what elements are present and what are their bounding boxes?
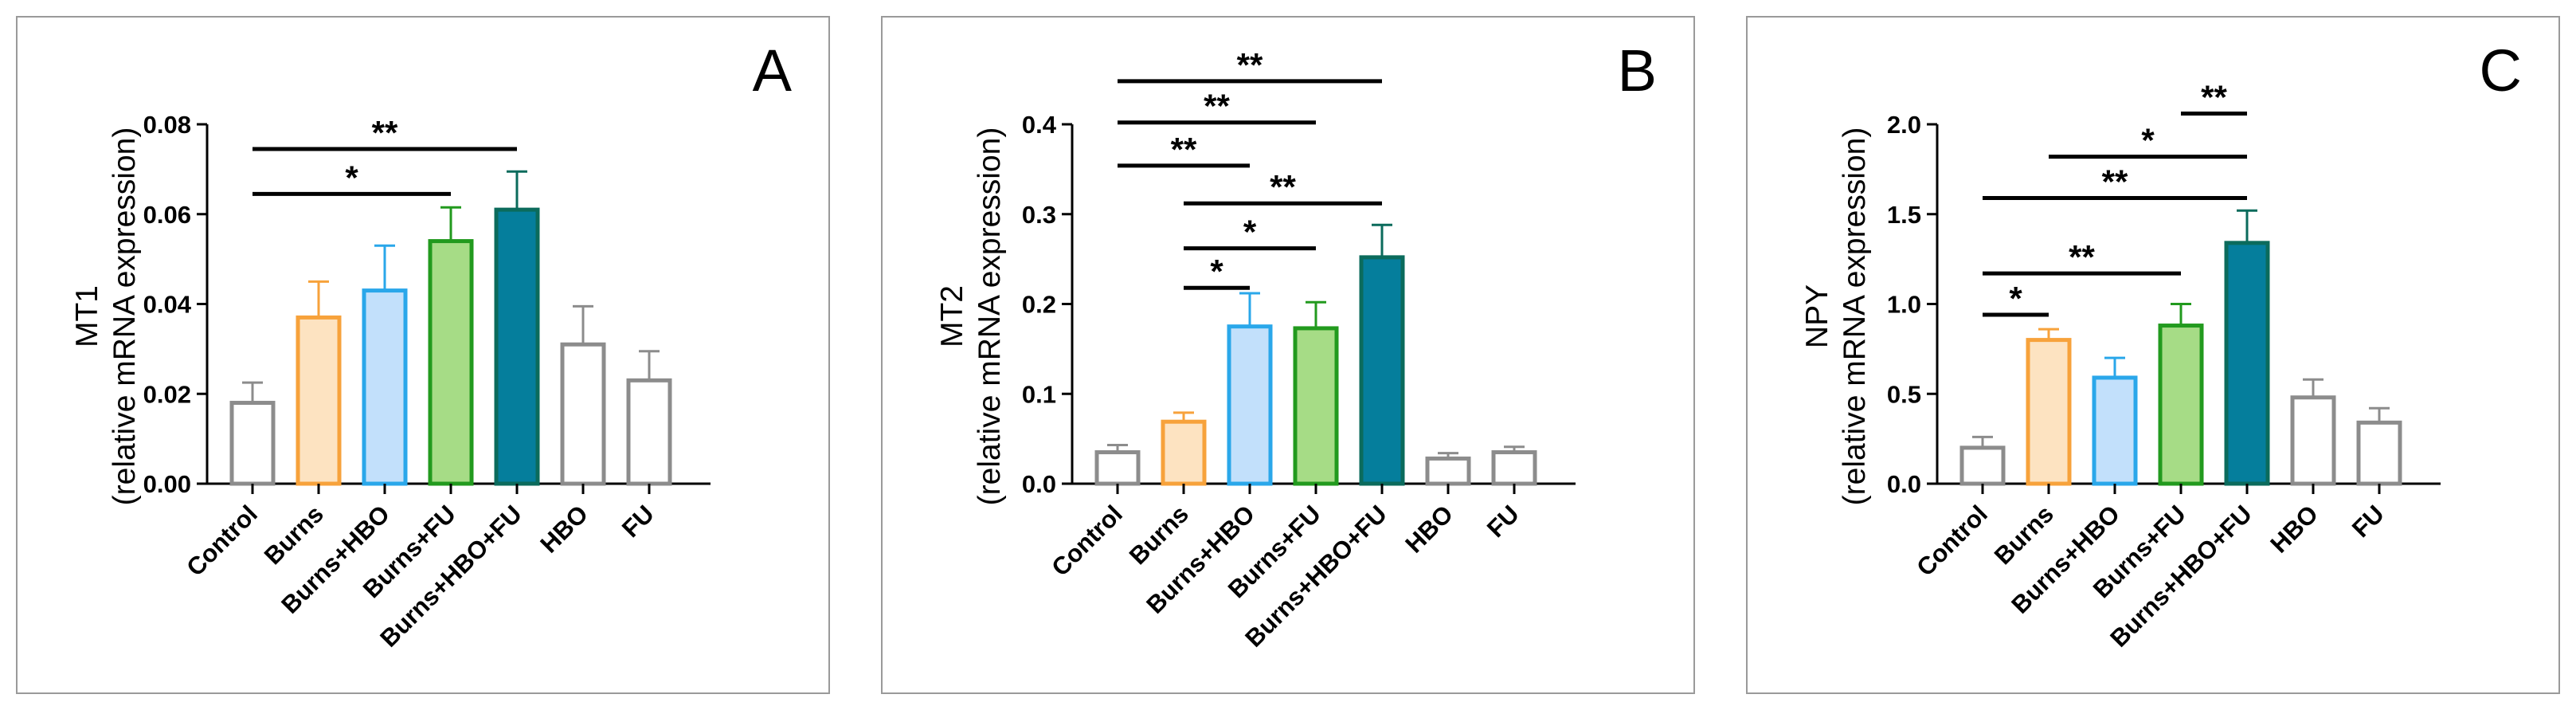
y-axis-label-main: MT2 — [935, 285, 969, 347]
bar — [1227, 324, 1273, 486]
bar — [2092, 375, 2138, 486]
bar — [1425, 456, 1471, 486]
y-tick-label: 1.0 — [1887, 291, 1921, 319]
bar — [1959, 445, 2006, 486]
significance-label: ** — [1237, 46, 1263, 84]
y-tick-label: 1.5 — [1887, 201, 1921, 229]
y-tick-label: 2.0 — [1887, 111, 1921, 139]
bar — [229, 401, 276, 486]
y-axis-label: MT1(relative mRNA expression) — [70, 127, 142, 506]
y-axis-label: MT2(relative mRNA expression) — [935, 127, 1007, 506]
y-tick-label: 0.2 — [1022, 291, 1056, 319]
x-category-label: Control — [1046, 500, 1128, 582]
significance-label: * — [345, 159, 358, 196]
bar — [1161, 419, 1207, 486]
x-category-label: FU — [617, 500, 660, 543]
x-category-label: FU — [2347, 500, 2390, 543]
significance-label: ** — [1204, 88, 1230, 125]
bar — [362, 288, 408, 486]
x-category-label: HBO — [534, 500, 593, 558]
bar — [494, 207, 540, 486]
y-axis-label-main: NPY — [1800, 284, 1834, 348]
y-axis-label-main: MT1 — [70, 285, 104, 347]
bar — [560, 342, 606, 486]
bar — [1491, 450, 1537, 486]
y-tick-label: 0.5 — [1887, 380, 1921, 408]
significance-label: ** — [2069, 238, 2095, 276]
y-tick-label: 0.0 — [1022, 470, 1056, 498]
x-category-label: Control — [1911, 500, 1993, 582]
significance-label: * — [1243, 214, 1257, 251]
bar — [626, 378, 672, 486]
bar — [296, 315, 342, 486]
significance-label: ** — [2201, 78, 2227, 116]
x-category-label: HBO — [1400, 500, 1458, 558]
bar — [1293, 326, 1339, 486]
panel-b: B MT2(relative mRNA expression) 0.0 0.1 0.2 0… — [881, 16, 1695, 694]
bar — [2026, 338, 2072, 486]
y-axis-label-sub: (relative mRNA expression) — [1838, 127, 1872, 506]
bar — [1094, 450, 1141, 486]
panel-c: C NPY(relative mRNA expression) 0.0 0.5 1.0 1… — [1746, 16, 2560, 694]
significance-label: ** — [2102, 163, 2128, 200]
bar — [428, 239, 474, 486]
y-tick-label: 0.4 — [1022, 111, 1057, 139]
significance-label: * — [2141, 122, 2155, 159]
y-tick-label: 0.3 — [1022, 201, 1056, 229]
y-axis-label: NPY(relative mRNA expression) — [1800, 127, 1872, 506]
bar — [2356, 420, 2402, 486]
chart-a: A MT1(relative mRNA expression) 0.00 0.02 0.… — [70, 37, 793, 653]
chart-b: B MT2(relative mRNA expression) 0.0 0.1 0.2 0… — [935, 37, 1657, 653]
chart-c: C NPY(relative mRNA expression) 0.0 0.5 1.0 1… — [1800, 37, 2522, 653]
y-tick-label: 0.06 — [143, 201, 191, 229]
y-tick-label: 0.0 — [1887, 470, 1921, 498]
significance-label: * — [2009, 280, 2022, 317]
y-tick-label: 0.02 — [143, 380, 191, 408]
x-category-label: HBO — [2265, 500, 2323, 558]
y-tick-label: 0.1 — [1022, 380, 1056, 408]
significance-label: ** — [1270, 168, 1296, 206]
y-axis-label-sub: (relative mRNA expression) — [108, 127, 142, 506]
y-tick-label: 0.04 — [143, 291, 192, 319]
significance-label: * — [1210, 253, 1223, 290]
significance-label: ** — [372, 114, 398, 151]
panel-letter: B — [1618, 37, 1657, 104]
panel-letter: C — [2480, 37, 2522, 104]
bar — [2158, 324, 2204, 486]
y-tick-label: 0.00 — [143, 470, 191, 498]
bar — [2290, 395, 2336, 486]
y-axis-label-sub: (relative mRNA expression) — [973, 127, 1007, 506]
x-category-label: Control — [181, 500, 263, 582]
y-tick-label: 0.08 — [143, 111, 191, 139]
bar — [1359, 255, 1405, 486]
bar — [2224, 241, 2270, 486]
significance-label: ** — [1171, 131, 1197, 168]
panel-letter: A — [753, 37, 793, 104]
panel-a: A MT1(relative mRNA expression) 0.00 0.02 0.… — [16, 16, 830, 694]
x-category-label: FU — [1482, 500, 1525, 543]
